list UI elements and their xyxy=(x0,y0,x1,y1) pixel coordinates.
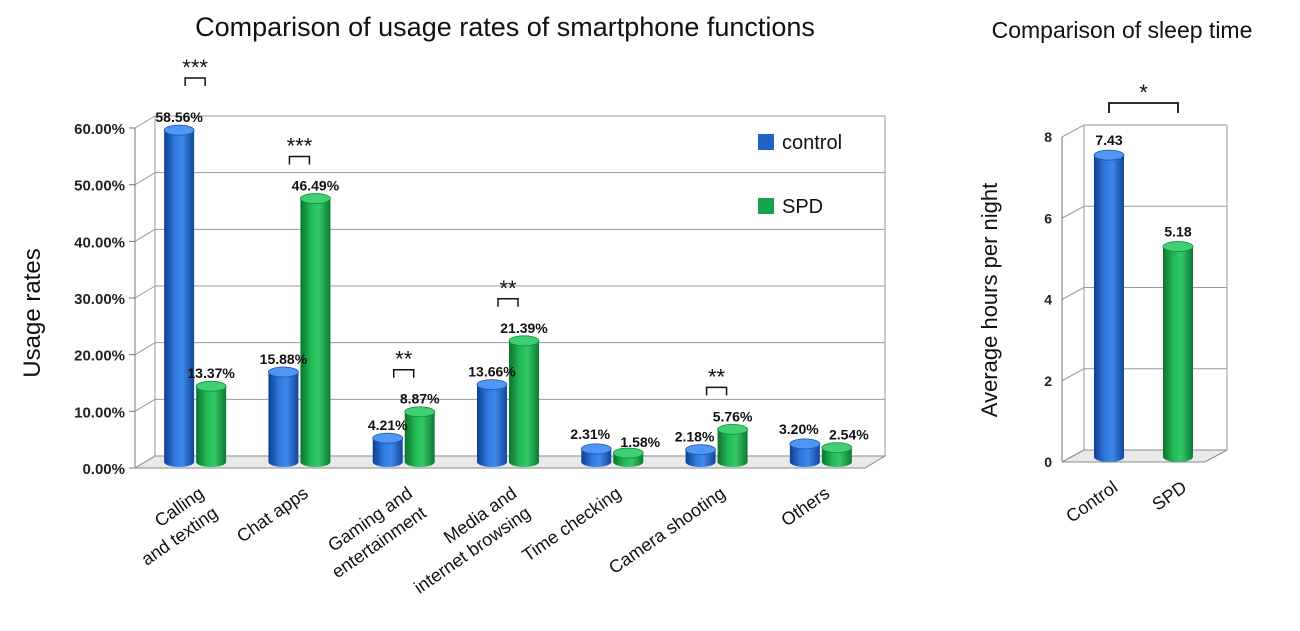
usage-y-tick-label: 0.00% xyxy=(82,461,125,478)
usage-y-tick-label: 10.00% xyxy=(74,404,125,421)
bar-control-media-and-internet-browsing xyxy=(476,379,508,467)
category-label-line: Time checking xyxy=(519,483,625,566)
sleep-y-tick-label: 4 xyxy=(1044,292,1052,308)
legend: control SPD xyxy=(758,132,842,218)
usage-y-tick-label: 60.00% xyxy=(74,121,125,138)
significance-bracket xyxy=(184,77,206,86)
bar-control-others xyxy=(789,438,821,467)
sleep-y-tick-label: 0 xyxy=(1044,454,1052,470)
category-label-line: Others xyxy=(777,483,833,530)
legend-swatch-control xyxy=(758,134,774,150)
sleep-y-tick-label: 8 xyxy=(1044,129,1052,145)
data-label-control: 4.21% xyxy=(368,417,408,433)
legend-label-spd: SPD xyxy=(782,196,823,218)
data-label-control: 15.88% xyxy=(260,351,308,367)
significance-marker: ** xyxy=(499,276,517,301)
bar-spd-others xyxy=(821,442,853,467)
sleep-y-tick-label: 2 xyxy=(1044,373,1052,389)
sleep-grid-diag xyxy=(1061,124,1085,138)
legend-label-control: control xyxy=(782,132,842,154)
data-label-spd: 8.87% xyxy=(400,391,440,407)
category-label-others: Others xyxy=(777,483,833,530)
data-label-spd: 46.49% xyxy=(292,178,340,194)
bar-control-gaming-and-entertainment xyxy=(372,432,404,467)
data-label-spd: 1.58% xyxy=(620,434,660,450)
usage-grid-diag xyxy=(134,115,156,129)
sleep-category-label-spd: SPD xyxy=(1149,477,1191,515)
usage-rates-chart: Comparison of usage rates of smartphone … xyxy=(19,12,887,598)
category-label-camera-shooting: Camera shooting xyxy=(605,483,729,578)
significance-marker: ** xyxy=(708,364,726,389)
usage-chart-title: Comparison of usage rates of smartphone … xyxy=(195,12,815,42)
bar-spd-calling-and-texting xyxy=(195,380,227,467)
sleep-grid-diag xyxy=(1061,287,1085,300)
bar-control-calling-and-texting xyxy=(163,124,195,467)
usage-y-tick-label: 50.00% xyxy=(74,178,125,195)
sleep-y-tick-label: 6 xyxy=(1044,210,1052,226)
data-label-spd: 2.54% xyxy=(829,427,869,443)
significance-marker: ** xyxy=(395,347,413,372)
sleep-y-axis-label: Average hours per night xyxy=(977,183,1002,417)
significance-bracket xyxy=(705,386,728,396)
bar-spd xyxy=(1162,241,1194,462)
bar-spd-chat-apps xyxy=(300,193,331,467)
sleep-floor xyxy=(1061,449,1228,463)
data-label-control: 3.20% xyxy=(779,421,819,437)
bar-spd-time-checking xyxy=(612,447,644,467)
data-label-control: 58.56% xyxy=(155,109,203,125)
sleep-data-label: 5.18 xyxy=(1164,224,1191,240)
usage-grid-diag xyxy=(134,285,156,299)
bar-control-time-checking xyxy=(580,443,612,467)
category-label-chat-apps: Chat apps xyxy=(233,483,312,546)
sleep-time-chart: Comparison of sleep time Average hours p… xyxy=(977,17,1252,527)
bar-control-camera-shooting xyxy=(685,444,716,467)
sleep-grid-diag xyxy=(1061,368,1085,382)
usage-grid-diag xyxy=(134,172,156,186)
significance-bracket xyxy=(392,368,415,378)
usage-grid-diag xyxy=(134,398,156,412)
bar-control xyxy=(1093,149,1125,462)
usage-grid-diag xyxy=(134,342,156,356)
bar-control-chat-apps xyxy=(268,366,299,467)
sleep-grid-diag xyxy=(1061,205,1085,219)
sleep-category-label-control: Control xyxy=(1062,477,1121,527)
data-label-spd: 5.76% xyxy=(713,408,753,424)
bar-spd-gaming-and-entertainment xyxy=(404,406,436,467)
sleep-chart-title: Comparison of sleep time xyxy=(992,17,1253,43)
data-label-spd: 21.39% xyxy=(500,320,548,336)
category-label-line: Chat apps xyxy=(233,483,312,546)
sleep-significance-bracket xyxy=(1108,102,1179,113)
data-label-spd: 13.37% xyxy=(187,365,235,381)
bar-spd-media-and-internet-browsing xyxy=(508,335,540,467)
sleep-category-label-text: SPD xyxy=(1149,477,1191,515)
sleep-significance-marker: * xyxy=(1139,80,1148,105)
category-label-time-checking: Time checking xyxy=(519,483,625,566)
usage-y-axis-label: Usage rates xyxy=(19,248,46,377)
data-label-control: 2.18% xyxy=(675,429,715,445)
usage-grid-diag xyxy=(134,228,156,242)
significance-bracket xyxy=(497,298,519,307)
significance-marker: *** xyxy=(182,55,208,80)
bar-spd-camera-shooting xyxy=(717,423,748,467)
usage-y-tick-label: 30.00% xyxy=(74,291,125,308)
legend-swatch-spd xyxy=(758,198,774,214)
data-label-control: 2.31% xyxy=(570,426,610,442)
significance-marker: *** xyxy=(287,134,313,159)
sleep-data-label: 7.43 xyxy=(1095,132,1122,148)
significance-bracket xyxy=(288,155,311,165)
sleep-category-label-text: Control xyxy=(1062,477,1121,527)
usage-y-tick-label: 40.00% xyxy=(74,234,125,251)
category-label-line: Camera shooting xyxy=(605,483,729,578)
data-label-control: 13.66% xyxy=(468,364,516,380)
usage-y-tick-label: 20.00% xyxy=(74,348,125,365)
